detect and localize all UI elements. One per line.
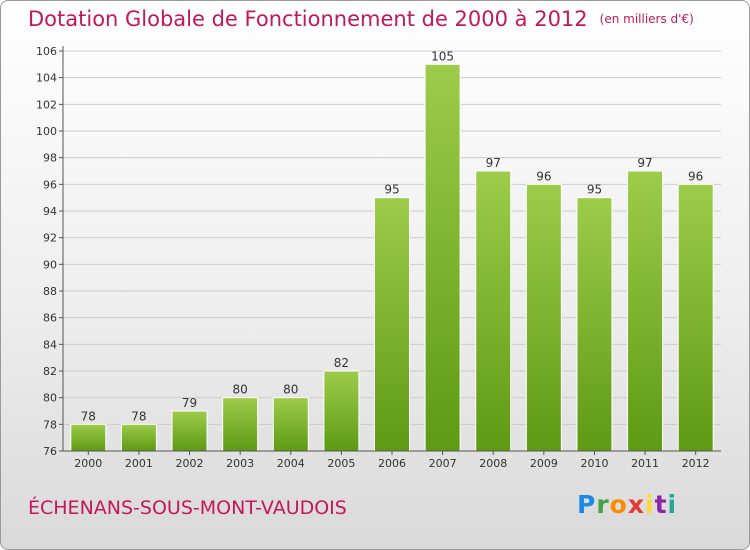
bar-value-label: 79 (182, 396, 197, 410)
y-tick-label: 98 (43, 152, 57, 165)
y-tick-label: 76 (43, 445, 57, 458)
bar-value-label: 95 (587, 183, 602, 197)
bar (576, 197, 613, 452)
bar-value-label: 80 (283, 383, 298, 397)
logo-letter: t (654, 490, 668, 519)
logo-letter: P (577, 490, 597, 519)
bar (120, 423, 157, 452)
bar-value-label: 78 (131, 409, 146, 423)
x-tick-label: 2011 (631, 457, 659, 470)
x-tick-label: 2008 (479, 457, 507, 470)
y-tick-label: 90 (43, 258, 57, 271)
commune-name: ÉCHENANS-SOUS-MONT-VAUDOIS (28, 497, 347, 519)
bar (475, 170, 512, 452)
bar (323, 370, 360, 452)
bar (424, 63, 461, 452)
logo-letter: i (667, 490, 678, 519)
bar-value-label: 105 (431, 49, 454, 63)
y-tick-label: 86 (43, 312, 57, 325)
y-tick-label: 78 (43, 418, 57, 431)
x-tick-label: 2010 (580, 457, 608, 470)
y-tick-label: 106 (36, 45, 57, 58)
chart-title-text: Dotation Globale de Fonctionnement de 20… (28, 7, 588, 31)
x-tick-label: 2004 (277, 457, 305, 470)
logo-letter: x (627, 490, 645, 519)
bar (70, 423, 107, 452)
x-tick-label: 2002 (176, 457, 204, 470)
bar (272, 397, 309, 452)
x-tick-label: 2007 (429, 457, 457, 470)
x-tick-label: 2005 (327, 457, 355, 470)
y-tick-label: 104 (36, 72, 57, 85)
bars: 78 78 79 80 80 82 95 105 97 96 95 97 96 (70, 49, 714, 452)
logo-letter: r (596, 490, 610, 519)
y-tick-label: 94 (43, 205, 57, 218)
y-tick-label: 96 (43, 178, 57, 191)
bar (222, 397, 259, 452)
bar (374, 197, 410, 452)
x-tick-label: 2012 (682, 457, 710, 470)
bar-value-label: 96 (688, 169, 703, 183)
y-tick-label: 84 (43, 338, 57, 351)
x-tick-label: 2003 (226, 457, 254, 470)
x-tick-label: 2001 (125, 457, 153, 470)
logo-letter: o (609, 490, 628, 519)
axes: 76 78 80 82 84 86 88 90 92 94 96 98 100 102 104 106 2000… (36, 45, 721, 470)
bar-value-label: 97 (486, 156, 501, 170)
bar (627, 170, 664, 452)
bar-value-label: 78 (81, 409, 96, 423)
y-tick-label: 102 (36, 98, 57, 111)
bar-value-label: 97 (637, 156, 652, 170)
x-tick-label: 2009 (530, 457, 558, 470)
chart-title: Dotation Globale de Fonctionnement de 20… (28, 7, 694, 31)
bar (525, 183, 562, 452)
x-tick-label: 2006 (378, 457, 406, 470)
y-tick-label: 92 (43, 232, 57, 245)
bar-value-label: 82 (334, 356, 349, 370)
bar (677, 183, 714, 452)
bar (171, 410, 208, 452)
proxiti-logo: Proxiti (577, 490, 677, 519)
chart-subtitle: (en milliers d'€) (599, 12, 694, 26)
y-tick-label: 82 (43, 365, 57, 378)
bar-value-label: 96 (536, 169, 551, 183)
logo-letter: i (645, 490, 655, 519)
bar-value-label: 80 (233, 383, 248, 397)
bar-value-label: 95 (384, 183, 399, 197)
y-tick-label: 88 (43, 285, 57, 298)
y-tick-label: 80 (43, 392, 57, 405)
y-tick-label: 100 (36, 125, 57, 138)
x-tick-label: 2000 (74, 457, 102, 470)
